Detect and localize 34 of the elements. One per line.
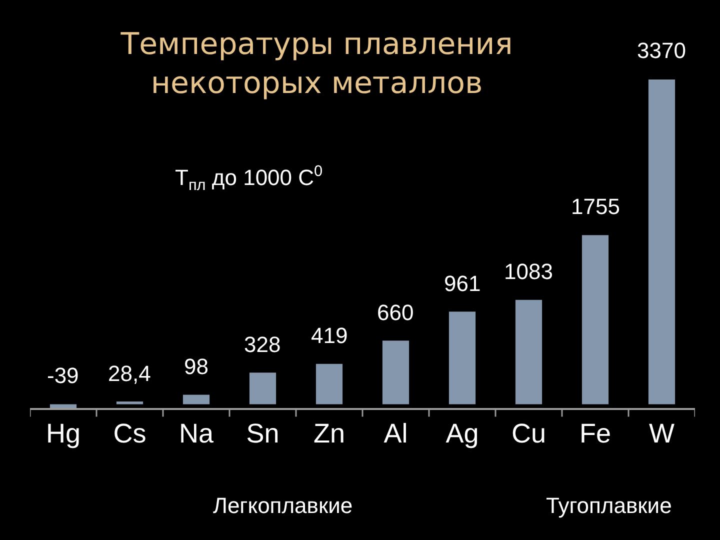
data-label: 660 [377,300,414,325]
bar [116,402,144,404]
x-tick-label: Cu [511,418,546,448]
x-tick-label: Sn [246,418,280,448]
data-label: 28,4 [108,361,151,386]
bar [515,300,542,404]
data-label: 961 [444,271,481,296]
chart-title: Температуры плавления некоторых металлов [120,27,513,101]
x-tick-label: Na [178,418,214,448]
bar [182,394,210,404]
bar [382,340,410,404]
data-label: 419 [311,323,348,348]
x-tick-label: Ag [446,418,479,448]
annotation: T$_{пл}$ до 1000 С$^{0}$ [175,163,323,194]
text: Тугоплавкие [546,493,672,518]
bar [582,235,609,404]
bar [648,79,676,404]
x-tick-label: Hg [46,418,81,448]
x-tick-label: Cs [113,418,146,448]
data-label: 1083 [504,259,553,284]
x-tick-label: Al [384,418,408,448]
data-label: -39 [47,363,79,388]
x-tick-label: Zn [313,418,346,448]
x-tick-label: Fe [579,418,612,448]
data-label: 3370 [637,38,686,63]
bar [448,312,476,404]
bar [249,372,276,404]
data-label: 328 [244,332,281,357]
bar [50,404,77,408]
data-label: 1755 [571,194,620,219]
text: Легкоплавкие [213,493,353,518]
bar [316,364,343,404]
data-label: 98 [184,354,208,379]
x-tick-label: W [649,418,676,448]
